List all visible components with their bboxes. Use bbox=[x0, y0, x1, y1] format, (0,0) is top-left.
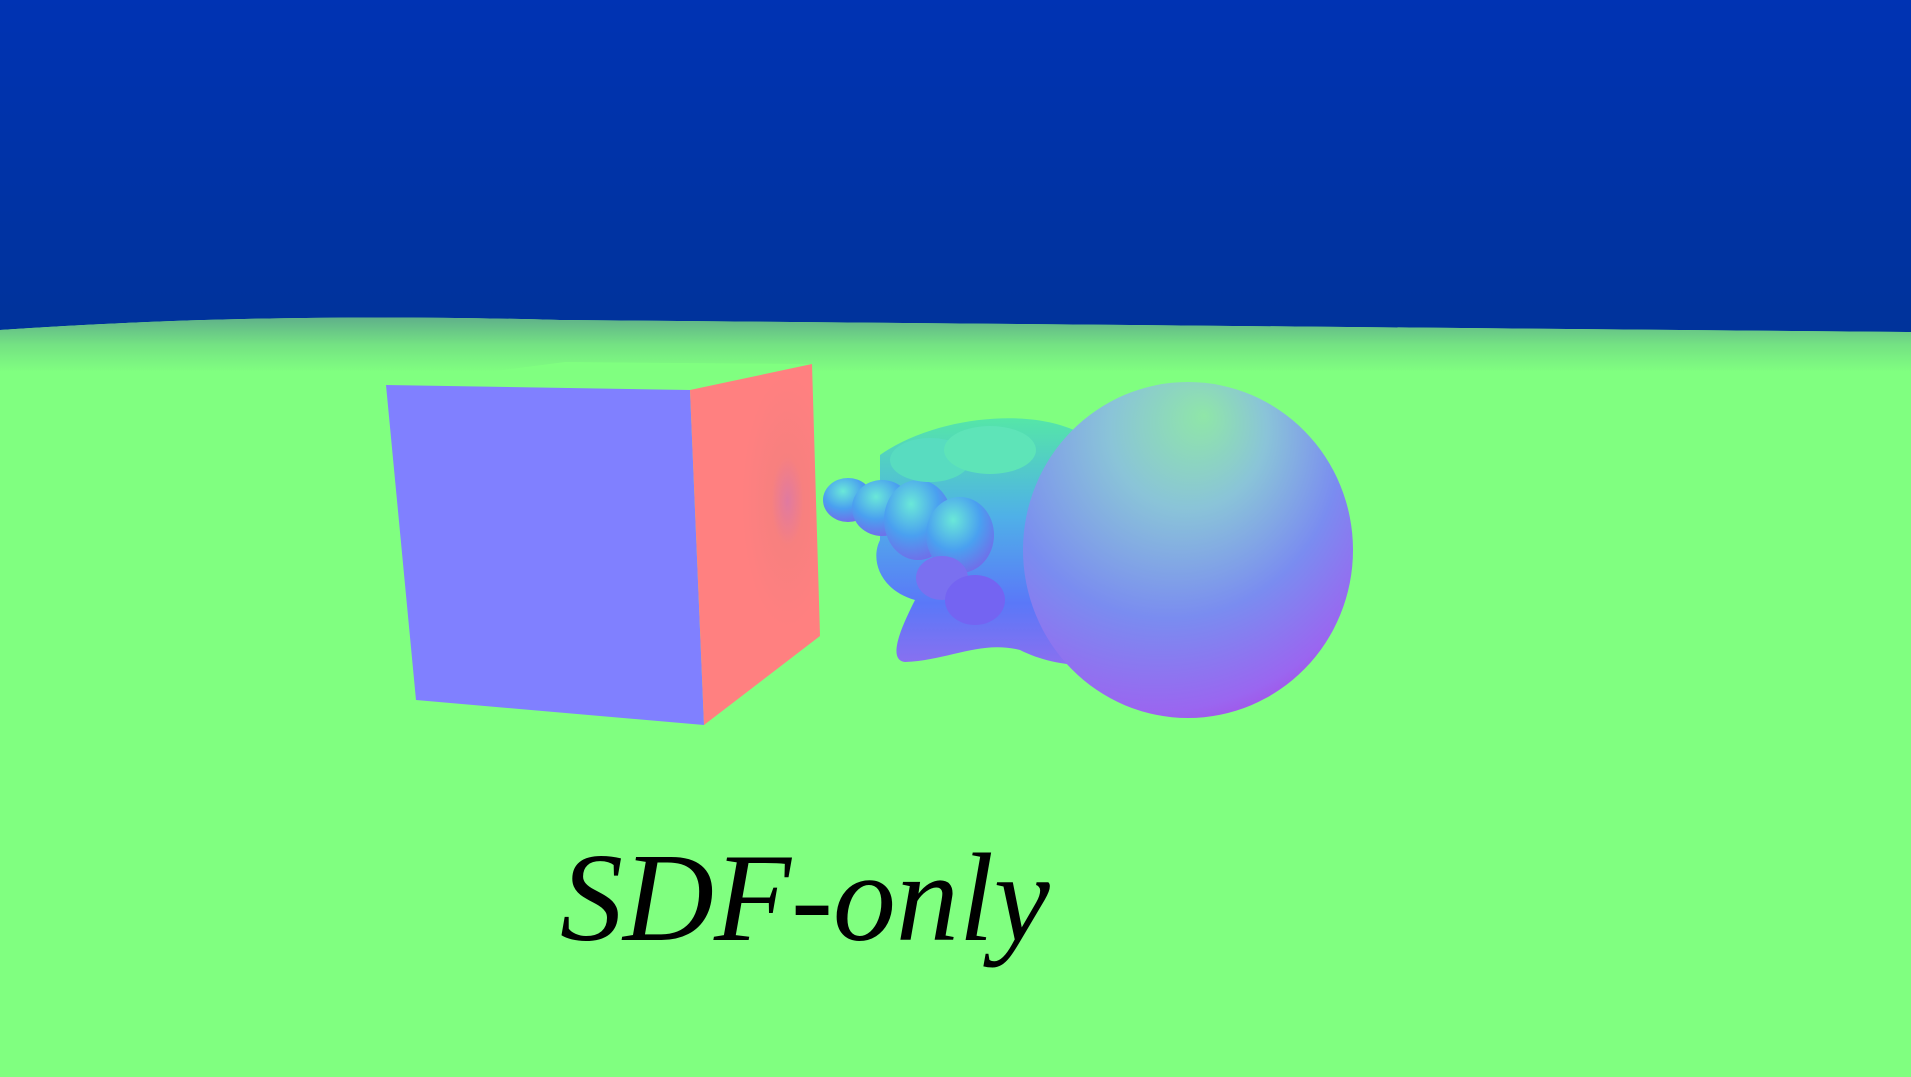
blob-knob bbox=[926, 497, 994, 573]
cube-top-face bbox=[386, 362, 812, 390]
blob-knob bbox=[944, 426, 1036, 474]
cube-side-face bbox=[690, 364, 820, 725]
blob-shape bbox=[823, 382, 1353, 718]
blob-bulb bbox=[1023, 382, 1353, 718]
caption-text: SDF-only bbox=[560, 829, 1050, 968]
horizon-band bbox=[0, 317, 1911, 372]
cube-front-face bbox=[386, 385, 704, 725]
cube bbox=[386, 362, 820, 725]
sky bbox=[0, 0, 1911, 340]
blob-knob bbox=[945, 575, 1005, 625]
